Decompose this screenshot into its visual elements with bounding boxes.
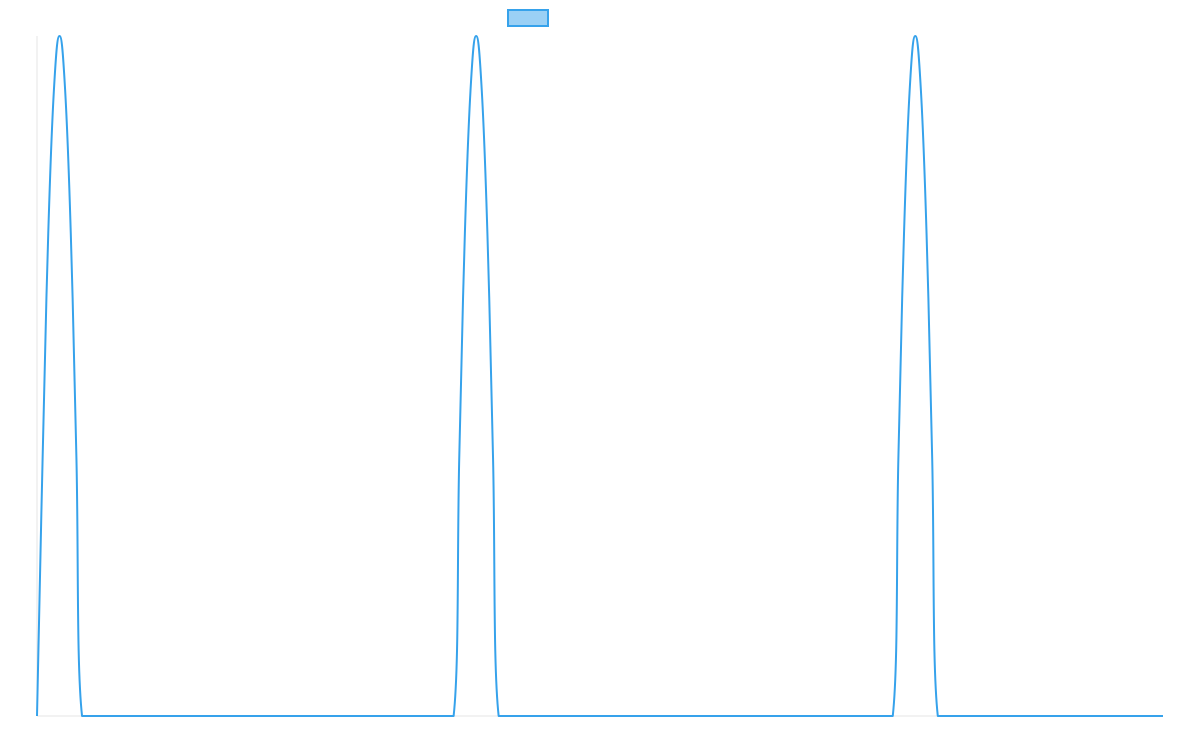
axes [36,36,1163,717]
series-line-0 [36,35,1163,718]
series-layer [36,35,1163,718]
legend-swatch[interactable] [507,9,549,27]
legend[interactable] [507,9,549,27]
